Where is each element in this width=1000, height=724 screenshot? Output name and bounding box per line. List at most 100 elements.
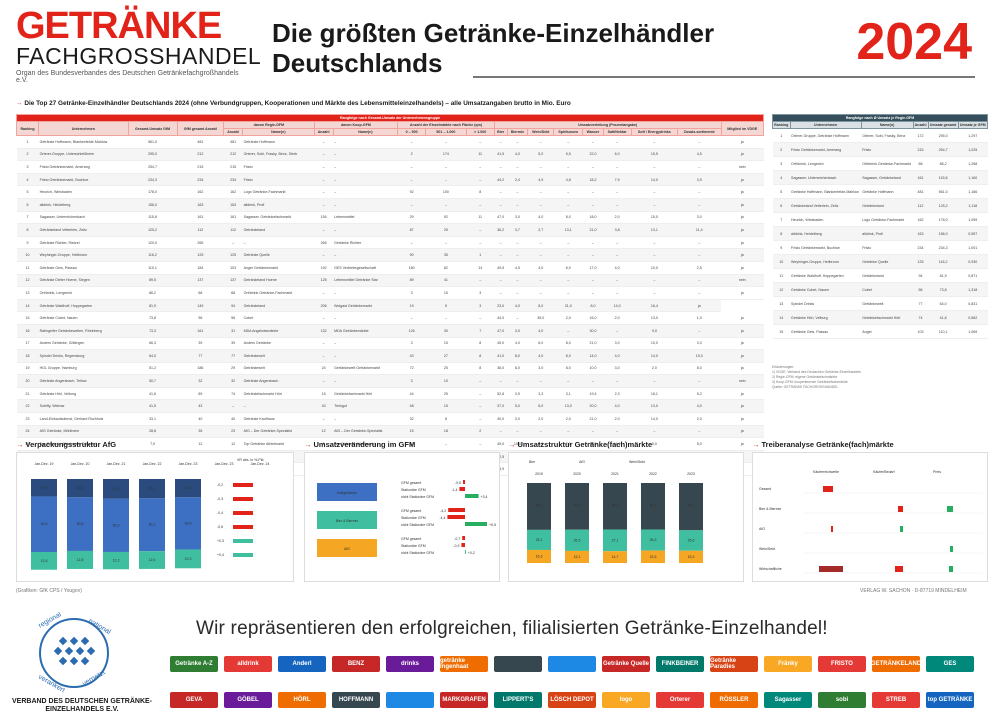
table-cell: 2,0 [603, 211, 632, 225]
data-label: 13,0 [185, 486, 192, 490]
col-ranking: Ranking [15, 121, 40, 136]
table-cell: 19,4 [582, 387, 604, 401]
table-row: 14 Getränke Waldhoff, Hoppegarten 81,9 149 9… [16, 299, 764, 313]
data-label: 58,6 [536, 503, 543, 507]
table-cell: HGL Gruppe, Hamburg [38, 362, 129, 376]
bar-segment [67, 550, 93, 569]
table-cell: 8,0 [553, 362, 583, 376]
data-label: 12,8 [77, 558, 84, 562]
table-cell: Getränke Geis, Passau [790, 324, 862, 339]
table-cell: 12 [314, 425, 334, 439]
table-row: 4 Fristo Getränkemarkt, Buchloe 234,3 234 23… [16, 173, 764, 187]
table-cell: – [466, 173, 495, 187]
category-label: AfG [344, 547, 350, 551]
table-cell: 295,0 [128, 148, 178, 162]
table-cell: – [631, 236, 678, 250]
table-row: 7 Sagasser, Unterreichenbach 115,8 161 161 Sa… [16, 211, 764, 225]
col-sub: Biermix [506, 128, 529, 136]
table-cell: 8 [466, 337, 495, 351]
table-cell: 561,0 [128, 135, 178, 149]
table-cell: – [582, 286, 604, 300]
table-cell: 23 [223, 425, 243, 439]
header: GETRÄNKE FACHGROSSHANDEL Organ des Bunde… [0, 0, 1000, 92]
table-cell: 41,5 [494, 148, 508, 162]
member-logo: Fränky [764, 656, 812, 672]
change-value: -4,2 [440, 509, 446, 513]
data-label: 27,1 [612, 538, 619, 542]
row-label: Stationäre GFM [401, 516, 426, 520]
table-cell: 13,1 [631, 223, 678, 237]
table-cell: 3 [466, 286, 495, 300]
table-cell: GES Vertriebsgesellschaft [333, 261, 398, 275]
table-cell: – [677, 324, 722, 338]
table-cell: Getränke Hörl, Velburg [790, 310, 862, 325]
table-cell: Getränke Hoffmann, Blankenfelde-Mahlow [38, 135, 129, 149]
table-row: 1 Getränke Hoffmann, Blankenfelde-Mahlow 5… [16, 135, 764, 149]
table-cell: – [397, 198, 426, 212]
table-cell: – [507, 248, 528, 262]
table-cell: 35 [425, 248, 467, 262]
table-cell: 116,2 [128, 248, 178, 262]
bar-segment [527, 549, 551, 563]
table-cell: 163 [177, 198, 224, 212]
table-cell: 2 [16, 148, 39, 162]
bar-segment [175, 497, 201, 550]
table-cell: – [466, 412, 495, 426]
table-cell: 174 [425, 148, 467, 162]
table-cell: 20,0 [582, 399, 604, 414]
table-cell: 41,6 [128, 387, 178, 401]
table-cell: 8,0 [527, 299, 554, 313]
table-cell: Getränke Waldhoff, Hoppegarten [790, 268, 862, 283]
table-cell: – [677, 248, 722, 262]
table-cell: 11,0 [603, 437, 632, 451]
table-cell: 6 [16, 198, 39, 212]
table-cell: 11 [466, 211, 495, 225]
table-cell: ja [721, 236, 764, 250]
side-col: Ranking [772, 121, 791, 129]
table-cell: 254,7 [128, 160, 178, 174]
table-cell: 14,0 [631, 412, 678, 426]
table-cell: 89 [177, 387, 224, 401]
table-cell: 103 [223, 261, 243, 275]
header-label: Preis [933, 470, 941, 474]
table-cell: Land-Einkaufsdienst, Gerhard Ruchholz [38, 412, 129, 426]
table-cell: – [582, 248, 604, 262]
col-sub: Soft / Energydrinks [630, 128, 678, 136]
table-cell: 4,0 [507, 148, 528, 162]
member-logo: logo [602, 692, 650, 708]
table-cell: Fristo [242, 160, 315, 174]
table-cell: 24 [314, 362, 334, 376]
table-cell: 2,3 [603, 387, 632, 401]
table-cell: Top Getränke Athletmarkt, Dielsdorf [38, 437, 129, 451]
note-line: 2) Regie-GFM: eigene Getränkefachmärkte [772, 375, 838, 379]
table-cell: 161 [177, 324, 224, 338]
table-cell: 1,118 [958, 198, 988, 213]
table-cell: nein [721, 160, 764, 174]
col-sub: Anzahl [313, 128, 334, 136]
col-sub: > 1.000 [465, 128, 495, 136]
col-member: Mitglied im VDGE [720, 121, 765, 136]
table-cell: 234 [177, 173, 224, 187]
table-cell: 48 [397, 399, 426, 414]
table-cell: 3 [466, 299, 495, 313]
table-cell: Cobet [242, 311, 315, 325]
row-label: Gesamt [759, 487, 771, 491]
table-cell: – [677, 236, 722, 250]
table-cell: 11,4 [677, 223, 722, 237]
table-cell: ja [721, 425, 764, 439]
table-cell: 8,0 [553, 349, 583, 363]
bar-segment [139, 551, 165, 569]
table-cell: – [677, 425, 722, 439]
table-cell: 18,0 [582, 211, 604, 225]
table-cell: – [314, 173, 334, 187]
table-cell: 1,268 [958, 156, 988, 171]
bar-segment [527, 483, 551, 530]
table-cell: 112 [177, 223, 224, 237]
member-logo: drinks [386, 656, 434, 672]
table-cell: 9 [16, 236, 39, 250]
table-cell: ja [721, 324, 764, 338]
table-cell: 14,0 [631, 349, 678, 363]
table-cell: MDA Angebotsmärkte [242, 324, 315, 338]
data-label: 26,3 [650, 538, 657, 542]
table-cell: – [494, 198, 508, 212]
